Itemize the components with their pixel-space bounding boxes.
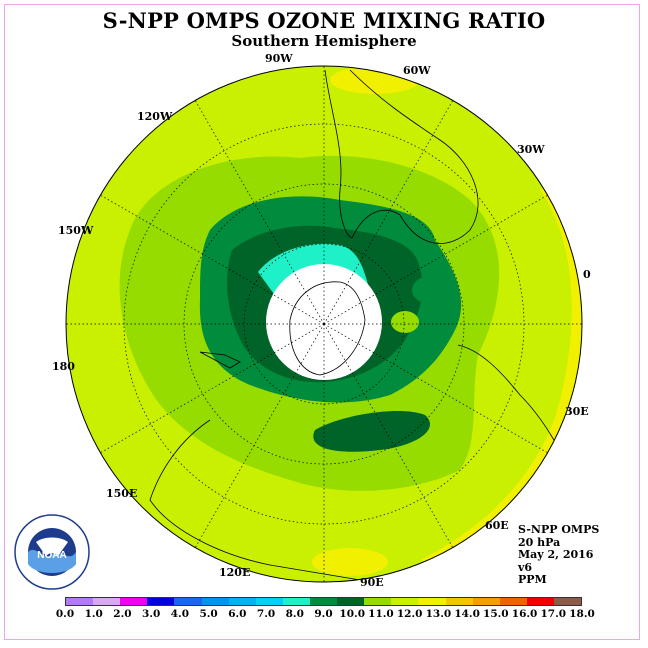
info-version: v6: [518, 560, 533, 574]
colorbar-segment: [337, 598, 365, 605]
lon-label-180: 180: [52, 360, 75, 373]
logo-wave: [28, 549, 76, 573]
colorbar-tick-label: 3.0: [142, 608, 161, 620]
colorbar-segment: [499, 598, 527, 605]
lon-label-90w: 90W: [265, 52, 293, 65]
colorbar-tick-label: 5.0: [199, 608, 218, 620]
meridian-2: [323, 99, 454, 325]
colorbar-segment: [201, 598, 229, 605]
colorbar-segment: [282, 598, 310, 605]
noaa-logo: NOAA: [14, 514, 90, 590]
info-block: S-NPP OMPS 20 hPa May 2, 2016 v6 PPM: [518, 523, 600, 587]
meridian-6: [323, 323, 454, 549]
lon-label-90e: 90E: [360, 576, 384, 589]
colorbar-tick-label: 9.0: [314, 608, 333, 620]
meridian-12: [194, 99, 325, 325]
colorbar-segment: [472, 598, 500, 605]
lon-label-120e: 120E: [219, 566, 251, 579]
colorbar-segment: [391, 598, 419, 605]
lon-label-30e: 30E: [565, 405, 589, 418]
light-patch: [391, 311, 419, 333]
colorbar-tick-label: 11.0: [368, 608, 394, 620]
meridian-9: [99, 323, 325, 454]
core-patch: [412, 276, 448, 304]
logo-bird: [36, 537, 68, 556]
colorbar-tick-label: 1.0: [84, 608, 103, 620]
logo-text: NOAA: [37, 550, 66, 561]
colorbar-segment: [418, 598, 446, 605]
lon-label-150w: 150W: [58, 224, 94, 237]
core-band-south: [313, 410, 430, 452]
meridian-8: [194, 323, 325, 549]
colorbar-segment: [364, 598, 392, 605]
ozone-field: [66, 66, 582, 582]
colorbar-segment: [445, 598, 473, 605]
colorbar-tick-label: 7.0: [256, 608, 276, 620]
info-level: 20 hPa: [518, 535, 561, 549]
lon-label-150e: 150E: [106, 487, 138, 500]
colorbar-segment: [66, 598, 94, 605]
colorbar-tick-label: 15.0: [483, 608, 509, 620]
colorbar-tick-label: 13.0: [425, 608, 452, 620]
colorbar-segment: [553, 598, 582, 605]
info-units: PPM: [518, 573, 547, 587]
colorbar-tick-label: 2.0: [113, 608, 132, 620]
colorbar-segment: [309, 598, 338, 605]
colorbar-tick-label: 8.0: [285, 608, 304, 620]
lon-label-60e: 60E: [485, 519, 509, 532]
colorbar-tick-label: 14.0: [454, 608, 480, 620]
info-date: May 2, 2016: [518, 548, 594, 562]
colorbar-segment: [147, 598, 175, 605]
colorbar-tick-label: 12.0: [396, 608, 423, 620]
map-subtitle: Southern Hemisphere: [231, 32, 417, 50]
australia-coast: [149, 419, 361, 581]
map-title: S-NPP OMPS OZONE MIXING RATIO: [102, 8, 546, 33]
meridian-3: [323, 194, 549, 325]
colorbar: [65, 597, 582, 606]
colorbar-segment: [174, 598, 202, 605]
south-america-coast: [324, 69, 353, 239]
colorbar-tick-label: 16.0: [511, 608, 538, 620]
page-frame: [4, 4, 640, 640]
colorbar-tick-label: 17.0: [540, 608, 567, 620]
meridian-11: [99, 194, 325, 325]
colorbar-tick-label: 6.0: [228, 608, 247, 620]
colorbar-tick-label: 18.0: [569, 608, 595, 620]
antarctica-coast: [289, 281, 366, 376]
colorbar-segment: [228, 598, 256, 605]
south-america-east-coast: [349, 69, 479, 244]
high-region-south: [312, 548, 388, 576]
colorbar-tick-label: 10.0: [339, 608, 366, 620]
meridians: [66, 66, 582, 582]
colorbar-segment: [120, 598, 148, 605]
lon-label-30w: 30W: [517, 143, 545, 156]
meridian-5: [323, 323, 549, 454]
colorbar-segment: [255, 598, 283, 605]
polar-no-data: [266, 264, 382, 380]
colorbar-segment: [526, 598, 554, 605]
colorbar-tick-label: 4.0: [170, 608, 190, 620]
colorbar-tick-label: 0.0: [55, 608, 75, 620]
lon-label-60w: 60W: [403, 64, 431, 77]
new-zealand-coast: [199, 351, 241, 369]
lon-label-0: 0: [583, 268, 591, 281]
map-border: [65, 65, 583, 583]
colorbar-segment: [93, 598, 121, 605]
info-instrument: S-NPP OMPS: [518, 523, 600, 536]
lon-label-120w: 120W: [137, 110, 173, 123]
